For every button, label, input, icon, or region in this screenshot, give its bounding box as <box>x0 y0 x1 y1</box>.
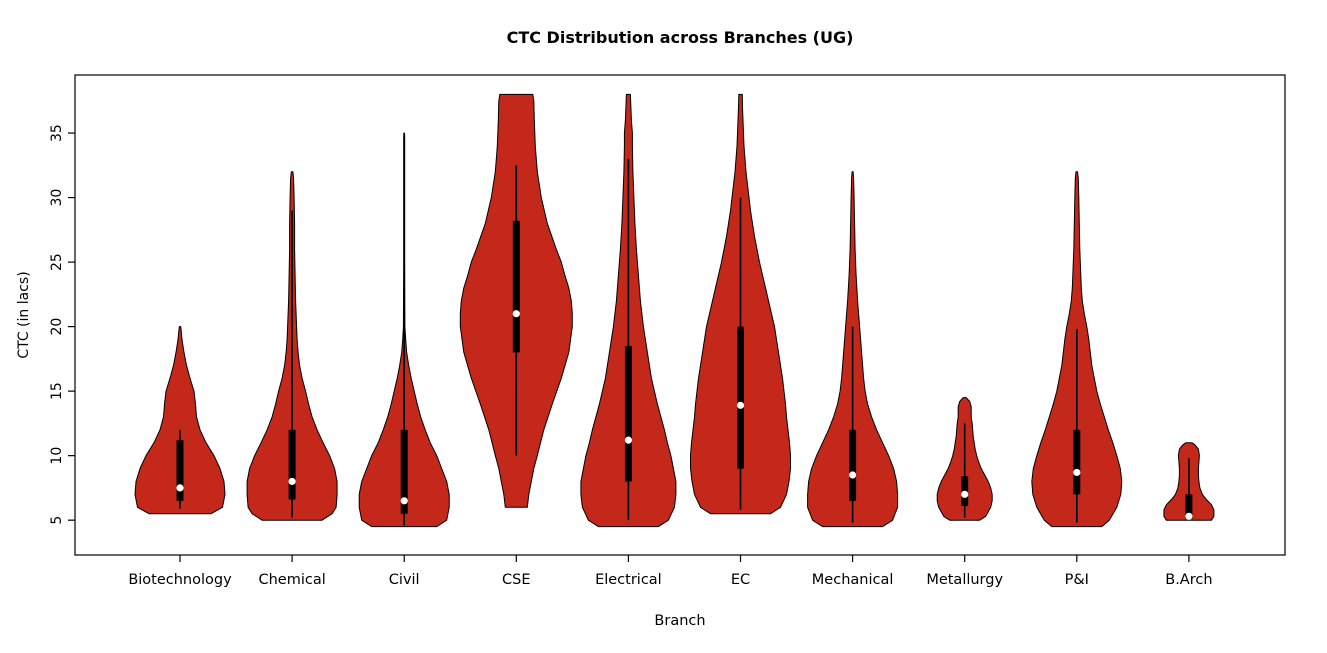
violin-CSE <box>459 93 573 508</box>
violin-Civil <box>358 132 450 528</box>
violin-P&I <box>1031 171 1123 528</box>
median-dot <box>1073 468 1081 477</box>
median-dot <box>288 477 296 486</box>
median-dot <box>849 471 857 479</box>
x-tick-label-Electrical: Electrical <box>595 572 662 588</box>
x-tick-label-B.Arch: B.Arch <box>1165 572 1212 588</box>
iqr-box <box>512 220 520 353</box>
violin-Metallurgy <box>936 397 993 521</box>
violin-Mechanical <box>807 171 899 528</box>
y-tick-label: 5 <box>49 516 65 525</box>
x-tick-label-Civil: Civil <box>389 572 420 588</box>
iqr-box <box>288 429 296 500</box>
median-dot <box>736 401 745 409</box>
iqr-box <box>400 429 408 514</box>
y-tick-label: 20 <box>49 318 65 336</box>
x-tick-label-Chemical: Chemical <box>258 572 325 588</box>
y-tick-label: 15 <box>49 382 65 400</box>
y-tick-label: 30 <box>49 189 65 207</box>
iqr-box <box>176 440 184 501</box>
x-tick-label-Metallurgy: Metallurgy <box>926 572 1003 588</box>
x-tick-label-Mechanical: Mechanical <box>812 572 894 588</box>
violin-B.Arch <box>1163 442 1215 521</box>
x-axis-title: Branch <box>654 613 706 629</box>
iqr-box <box>624 345 632 482</box>
median-dot <box>961 490 969 498</box>
plot-border <box>74 74 1286 556</box>
violin-Biotechnology <box>134 326 226 515</box>
x-tick-label-EC: EC <box>731 572 750 588</box>
x-tick-label-Biotechnology: Biotechnology <box>128 572 232 588</box>
median-dot <box>400 497 408 505</box>
iqr-box <box>1185 494 1193 519</box>
median-dot <box>624 436 633 444</box>
median-dot <box>512 310 520 318</box>
y-tick-label: 10 <box>49 447 65 465</box>
x-tick-label-P&I: P&I <box>1065 572 1089 588</box>
median-dot <box>176 484 184 492</box>
chart-title: CTC Distribution across Branches (UG) <box>506 28 854 47</box>
median-dot <box>1185 512 1193 520</box>
x-tick-label-CSE: CSE <box>502 572 531 588</box>
violin-Electrical <box>580 93 677 528</box>
y-tick-label: 25 <box>49 253 65 271</box>
violin-EC <box>690 93 791 515</box>
y-tick-label: 35 <box>49 124 65 142</box>
violin-Chemical <box>246 171 338 521</box>
iqr-box <box>1073 429 1081 495</box>
iqr-box <box>737 326 744 469</box>
iqr-box <box>849 429 857 501</box>
violin-shape <box>134 326 226 515</box>
